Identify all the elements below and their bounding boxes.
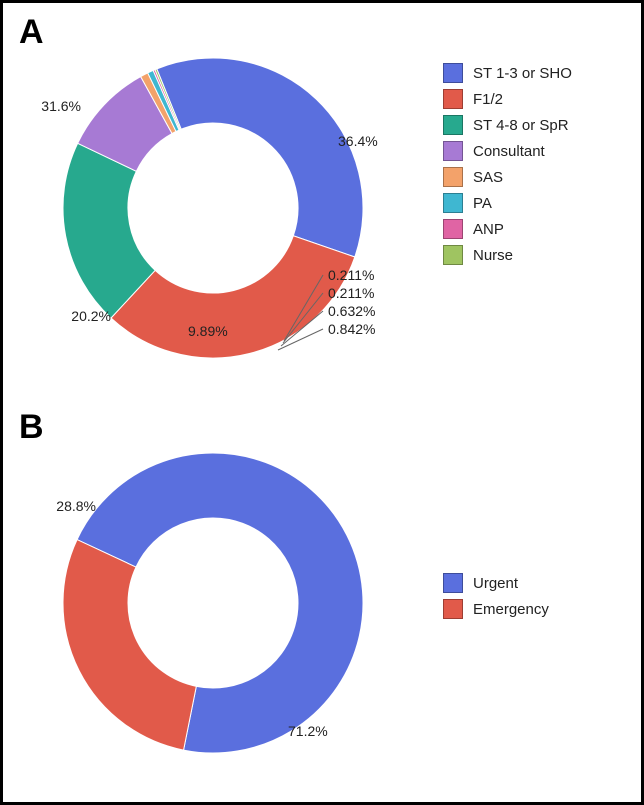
legend-swatch bbox=[443, 245, 463, 265]
legend-text: Nurse bbox=[473, 247, 513, 264]
slice-label-a-st48: 20.2% bbox=[71, 308, 111, 324]
legend-text: Emergency bbox=[473, 601, 549, 618]
legend-swatch bbox=[443, 89, 463, 109]
slice-label-b-urgent: 71.2% bbox=[288, 723, 328, 739]
slice-label-a-st13: 36.4% bbox=[338, 133, 378, 149]
legend-item: ANP bbox=[443, 219, 572, 239]
legend-swatch bbox=[443, 115, 463, 135]
legend-text: Consultant bbox=[473, 143, 545, 160]
legend-swatch bbox=[443, 573, 463, 593]
slice-label-a-f12: 31.6% bbox=[41, 98, 81, 114]
slice-label-a-sas: 0.842% bbox=[328, 321, 375, 337]
legend-item: Consultant bbox=[443, 141, 572, 161]
slice-label-b-emergency: 28.8% bbox=[56, 498, 96, 514]
legend-text: ST 1-3 or SHO bbox=[473, 65, 572, 82]
legend-text: ST 4-8 or SpR bbox=[473, 117, 569, 134]
slice-label-a-nurse: 0.211% bbox=[328, 267, 374, 283]
legend-swatch bbox=[443, 599, 463, 619]
legend-swatch bbox=[443, 141, 463, 161]
slice-label-a-consultant: 9.89% bbox=[188, 323, 228, 339]
donut-slice bbox=[157, 58, 363, 257]
legend-text: ANP bbox=[473, 221, 504, 238]
legend-item: ST 1-3 or SHO bbox=[443, 63, 572, 83]
legend-item: ST 4-8 or SpR bbox=[443, 115, 572, 135]
legend-swatch bbox=[443, 167, 463, 187]
legend-item: SAS bbox=[443, 167, 572, 187]
donut-slice bbox=[63, 540, 196, 750]
legend-item: Urgent bbox=[443, 573, 549, 593]
legend-b: Urgent Emergency bbox=[443, 573, 549, 625]
legend-text: F1/2 bbox=[473, 91, 503, 108]
figure-frame: A B ST 1-3 or SHOF1/2ST 4-8 or SpRConsul… bbox=[0, 0, 644, 805]
legend-swatch bbox=[443, 63, 463, 83]
legend-swatch bbox=[443, 193, 463, 213]
legend-text: SAS bbox=[473, 169, 503, 186]
legend-item: Emergency bbox=[443, 599, 549, 619]
slice-label-a-anp: 0.211% bbox=[328, 285, 374, 301]
legend-text: PA bbox=[473, 195, 492, 212]
legend-swatch bbox=[443, 219, 463, 239]
slice-label-a-pa: 0.632% bbox=[328, 303, 375, 319]
legend-text: Urgent bbox=[473, 575, 518, 592]
legend-item: Nurse bbox=[443, 245, 572, 265]
legend-item: F1/2 bbox=[443, 89, 572, 109]
legend-a: ST 1-3 or SHO F1/2 ST 4-8 or SpR Consultant… bbox=[443, 63, 572, 271]
donut-slice bbox=[111, 236, 355, 358]
legend-item: PA bbox=[443, 193, 572, 213]
